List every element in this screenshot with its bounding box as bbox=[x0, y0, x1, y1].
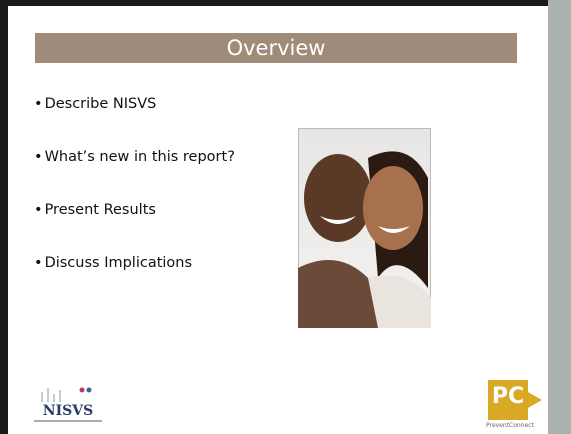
face bbox=[363, 166, 423, 250]
bullet: Present Results bbox=[34, 202, 235, 255]
photo bbox=[298, 128, 431, 328]
logo-caption: PreventConnect bbox=[486, 422, 534, 429]
bullet: Discuss Implications bbox=[34, 255, 235, 308]
slide-title: Overview bbox=[35, 33, 517, 63]
figure bbox=[86, 387, 92, 393]
pc-logo: PC PreventConnect bbox=[486, 380, 542, 429]
side-strip bbox=[548, 0, 571, 434]
bullet-list: Describe NISVS What’s new in this report… bbox=[34, 96, 235, 308]
logo-text: NISVS bbox=[43, 403, 93, 419]
shirt bbox=[368, 275, 431, 328]
slide: Overview Describe NISVS What’s new in th… bbox=[8, 6, 548, 434]
figure bbox=[79, 387, 85, 393]
smile bbox=[378, 226, 410, 233]
logo-text: PC bbox=[492, 384, 524, 409]
face bbox=[304, 154, 372, 242]
smile bbox=[320, 216, 356, 224]
logo-box bbox=[488, 380, 528, 420]
shoulder bbox=[298, 260, 388, 328]
bullet: What’s new in this report? bbox=[34, 149, 235, 202]
nisvs-logo: NISVS bbox=[34, 387, 102, 422]
bullet: Describe NISVS bbox=[34, 96, 235, 149]
